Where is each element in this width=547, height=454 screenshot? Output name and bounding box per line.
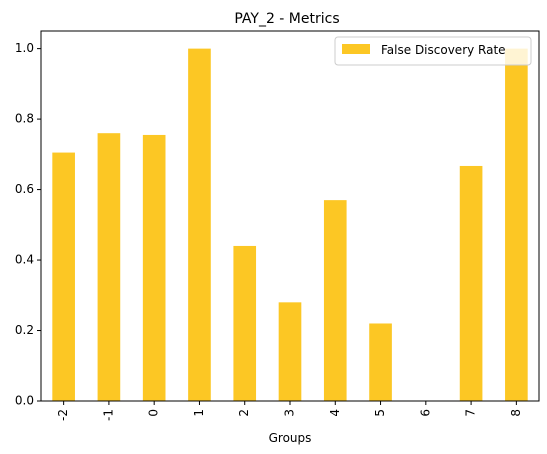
y-tick-label: 0.2: [15, 323, 34, 337]
x-tick-label: 7: [464, 409, 478, 417]
x-axis-label: Groups: [269, 431, 312, 445]
y-tick-label: 0.0: [15, 394, 34, 408]
legend-box: [334, 36, 532, 66]
y-tick-label: 1.0: [15, 41, 34, 55]
x-tick-label: 3: [283, 409, 297, 417]
y-tick-label: 0.8: [15, 112, 34, 126]
bar-2: [233, 245, 257, 401]
bars-group: [52, 48, 528, 402]
bar-8: [505, 48, 528, 402]
x-tick-label: 6: [418, 409, 432, 417]
y-tick-label: 0.4: [15, 253, 34, 267]
legend: False Discovery Rate: [334, 36, 532, 66]
bar-0: [142, 134, 166, 401]
plot-frame: [40, 30, 540, 402]
y-axis: 0.0 0.2 0.4 0.6 0.8 1.0: [15, 41, 41, 408]
bar--1: [97, 133, 121, 401]
bar-7: [459, 165, 483, 401]
x-tick-label: -1: [101, 409, 115, 421]
legend-label: False Discovery Rate: [381, 43, 506, 57]
bar-4: [323, 200, 347, 401]
bar--2: [52, 152, 75, 401]
x-tick-label: 5: [373, 409, 387, 417]
legend-swatch: [342, 44, 370, 54]
bar-5: [369, 323, 392, 401]
x-tick-label: 4: [328, 409, 342, 417]
y-tick-label: 0.6: [15, 182, 34, 196]
bar-1: [188, 48, 211, 402]
chart-title: PAY_2 - Metrics: [234, 11, 339, 27]
x-tick-label: -2: [56, 409, 70, 421]
x-tick-label: 1: [192, 409, 206, 417]
x-tick-label: 0: [147, 409, 161, 417]
x-tick-label: 2: [237, 409, 251, 417]
x-axis: -2 -1 0 1 2 3 4 5 6 7 8: [56, 401, 523, 421]
x-tick-label: 8: [509, 409, 523, 417]
bar-3: [278, 302, 302, 401]
